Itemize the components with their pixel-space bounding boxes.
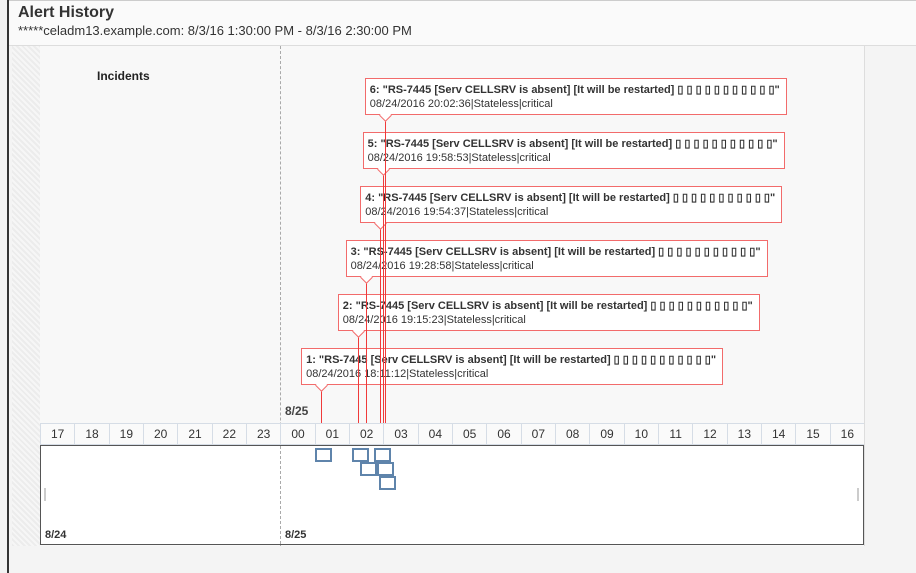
incidents-label: Incidents: [97, 69, 150, 83]
day-divider: [280, 46, 281, 546]
incident-marker[interactable]: [359, 462, 377, 476]
incident-title: 2: "RS-7445 [Serv CELLSRV is absent] [It…: [342, 300, 753, 312]
incident-marker[interactable]: [351, 448, 369, 462]
header: Alert History *****celadm13.example.com:…: [9, 0, 916, 46]
overview-right-handle[interactable]: [857, 488, 859, 501]
page-title: Alert History: [18, 4, 115, 21]
incident-title: 6: "RS-7445 [Serv CELLSRV is absent] [It…: [369, 84, 780, 96]
hour-tick: 04: [417, 424, 452, 444]
incident-title: 5: "RS-7445 [Serv CELLSRV is absent] [It…: [367, 138, 778, 150]
incident-callout[interactable]: 6: "RS-7445 [Serv CELLSRV is absent] [It…: [364, 78, 787, 115]
chart-margin: [12, 46, 43, 546]
hour-tick: 17: [40, 424, 74, 444]
hour-tick: 09: [589, 424, 623, 444]
incident-detail: 08/24/2016 19:54:37|Stateless|critical: [365, 206, 549, 218]
hour-tick: 19: [108, 424, 143, 444]
hour-tick: 06: [486, 424, 520, 444]
hour-tick: 15: [795, 424, 829, 444]
hour-tick: 05: [452, 424, 486, 444]
incident-detail: 08/24/2016 19:15:23|Stateless|critical: [342, 314, 526, 326]
hour-tick: 23: [246, 424, 280, 444]
incident-stem: [365, 276, 367, 423]
incident-stem: [357, 330, 359, 423]
incident-stem: [321, 384, 323, 423]
incident-title: 3: "RS-7445 [Serv CELLSRV is absent] [It…: [350, 246, 761, 258]
incident-timeline[interactable]: Incidents 1: "RS-7445 [Serv CELLSRV is a…: [40, 46, 865, 546]
incident-detail: 08/24/2016 19:58:53|Stateless|critical: [367, 152, 551, 164]
incident-stem: [382, 168, 384, 423]
overview-strip[interactable]: 8/24 8/25: [40, 445, 864, 545]
hour-tick: 14: [761, 424, 795, 444]
overview-day-divider: [280, 446, 281, 544]
incident-detail: 08/24/2016 20:02:36|Stateless|critical: [369, 98, 553, 110]
hour-tick: 11: [658, 424, 692, 444]
incident-marker[interactable]: [376, 462, 394, 476]
overview-day-label: 8/24: [45, 529, 67, 541]
incident-detail: 08/24/2016 18:11:12|Stateless|critical: [306, 368, 489, 380]
overview-day-label: 8/25: [285, 529, 307, 541]
hour-tick: 08: [555, 424, 589, 444]
incident-callout[interactable]: 1: "RS-7445 [Serv CELLSRV is absent] [It…: [301, 348, 724, 385]
hour-tick: 16: [829, 424, 864, 444]
incident-stem: [380, 222, 382, 423]
hour-tick: 21: [177, 424, 211, 444]
incident-callout[interactable]: 2: "RS-7445 [Serv CELLSRV is absent] [It…: [337, 294, 760, 331]
incident-stem: [384, 114, 386, 423]
incident-marker[interactable]: [378, 476, 396, 490]
hour-tick: 03: [383, 424, 417, 444]
hour-tick: 22: [211, 424, 246, 444]
hour-tick: 18: [74, 424, 108, 444]
hour-tick: 07: [520, 424, 555, 444]
hour-axis: 17 18 19 20 21 22 23 00 01 02 03 04 05 06 07 08 09 10 11 12…: [40, 423, 864, 445]
day-label: 8/25: [285, 404, 309, 418]
overview-left-handle[interactable]: [44, 488, 46, 501]
incident-callout[interactable]: 5: "RS-7445 [Serv CELLSRV is absent] [It…: [362, 132, 785, 169]
hour-tick: 13: [726, 424, 761, 444]
hour-tick: 01: [314, 424, 349, 444]
incident-callout[interactable]: 4: "RS-7445 [Serv CELLSRV is absent] [It…: [360, 186, 783, 223]
hour-tick: 12: [692, 424, 726, 444]
hour-tick: 00: [280, 424, 314, 444]
incident-marker[interactable]: [315, 448, 333, 462]
incident-title: 4: "RS-7445 [Serv CELLSRV is absent] [It…: [365, 192, 776, 204]
hour-tick: 10: [623, 424, 658, 444]
incident-callout[interactable]: 3: "RS-7445 [Serv CELLSRV is absent] [It…: [345, 240, 768, 277]
incident-marker[interactable]: [374, 448, 392, 462]
incident-title: 1: "RS-7445 [Serv CELLSRV is absent] [It…: [306, 354, 717, 366]
incident-detail: 08/24/2016 19:28:58|Stateless|critical: [350, 260, 534, 272]
page-subtitle: *****celadm13.example.com: 8/3/16 1:30:0…: [18, 23, 412, 38]
hour-tick: 02: [349, 424, 383, 444]
hour-tick: 20: [143, 424, 177, 444]
